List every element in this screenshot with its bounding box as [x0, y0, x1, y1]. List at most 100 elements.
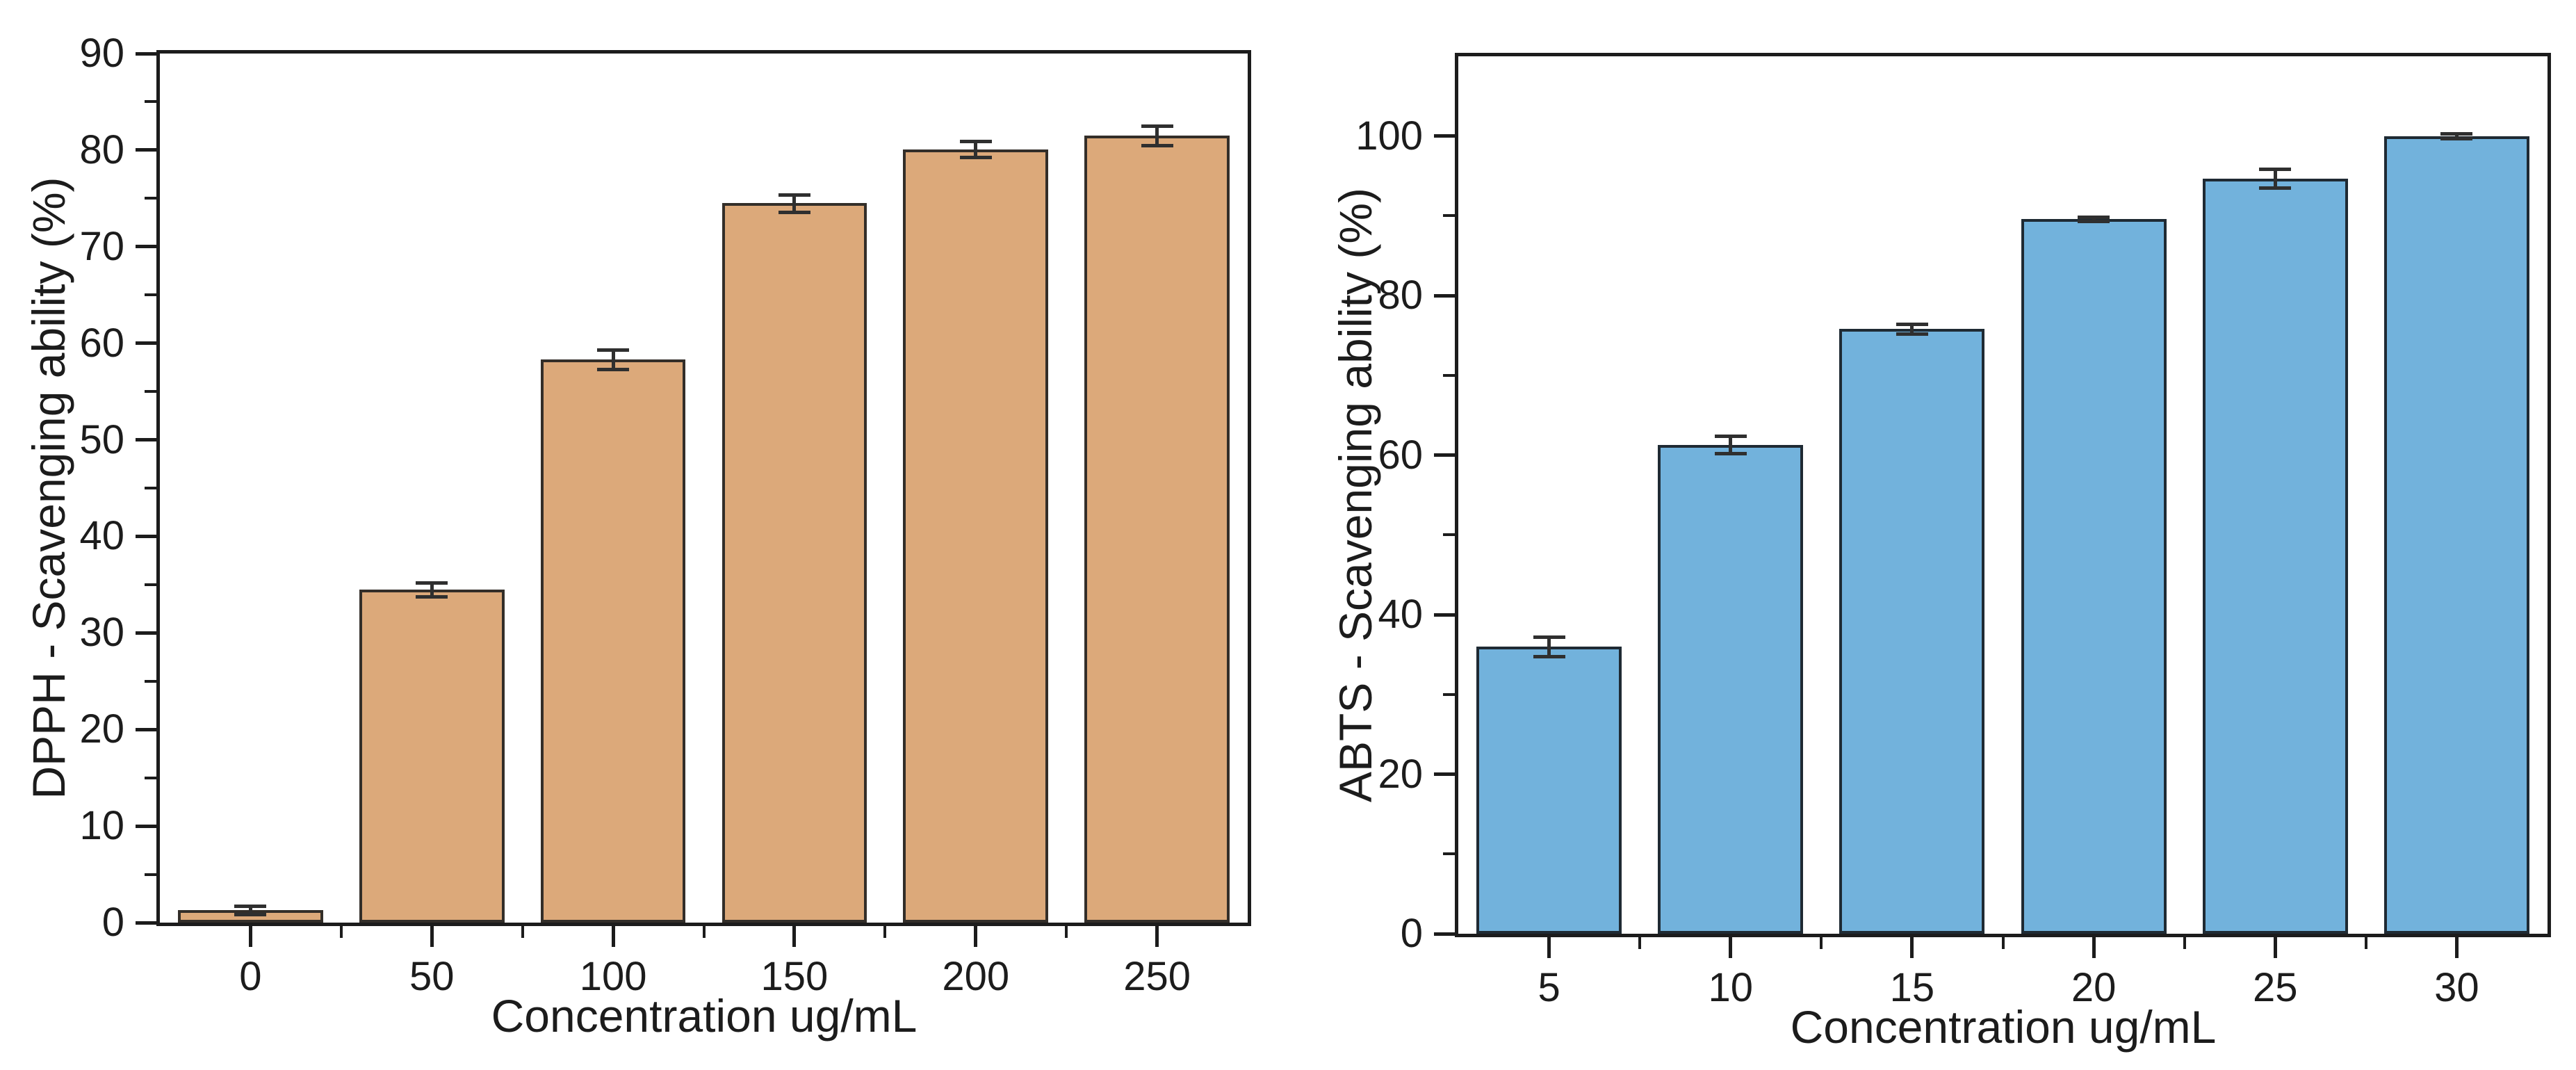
y-axis-tick: [1434, 453, 1455, 457]
y-axis-minor-tick: [145, 776, 156, 779]
x-axis-minor-tick: [702, 926, 706, 938]
dpph-x-axis-title: Concentration ug/mL: [491, 990, 918, 1041]
error-bar-cap: [234, 912, 267, 916]
error-bar: [2273, 168, 2277, 188]
y-tick-label: 20: [1378, 751, 1423, 797]
error-bar: [792, 194, 797, 212]
y-tick-label: 10: [79, 803, 124, 849]
y-axis-tick: [136, 921, 156, 925]
error-bar-cap: [778, 210, 810, 214]
bar: [540, 359, 686, 923]
error-bar-cap: [959, 140, 992, 144]
error-bar-cap: [234, 905, 267, 909]
error-bar-cap: [959, 155, 992, 159]
y-axis-tick: [136, 51, 156, 56]
bar: [359, 589, 505, 923]
bar: [1084, 136, 1230, 923]
x-axis-minor-tick: [883, 926, 887, 938]
x-axis-tick: [792, 926, 797, 947]
error-bar-cap: [1896, 332, 1928, 337]
y-tick-label: 60: [1378, 432, 1423, 478]
y-tick-label: 100: [1355, 113, 1423, 159]
y-tick-label: 80: [1378, 273, 1423, 318]
x-tick-label: 200: [942, 954, 1010, 999]
y-tick-label: 80: [79, 127, 124, 172]
y-axis-tick: [1434, 772, 1455, 777]
error-bar-cap: [597, 348, 630, 352]
y-tick-label: 30: [79, 610, 124, 656]
x-axis-tick: [1910, 937, 1914, 958]
error-bar: [1729, 436, 1733, 454]
x-axis-tick: [2273, 937, 2277, 958]
error-bar: [248, 906, 252, 914]
bar: [2021, 219, 2167, 934]
x-tick-label: 5: [1538, 965, 1560, 1010]
x-tick-label: 0: [239, 954, 262, 999]
abts-x-axis-title: Concentration ug/mL: [1790, 1001, 2217, 1053]
x-tick-label: 100: [579, 954, 647, 999]
error-bar-cap: [1896, 323, 1928, 327]
x-axis-tick: [974, 926, 978, 947]
error-bar-cap: [2078, 215, 2110, 219]
y-axis-minor-tick: [1443, 373, 1455, 377]
y-tick-label: 0: [101, 900, 124, 945]
error-bar: [430, 583, 434, 597]
bar: [903, 149, 1049, 923]
error-bar-cap: [2078, 220, 2110, 224]
x-axis-tick: [430, 926, 434, 947]
error-bar-cap: [778, 193, 810, 197]
x-tick-label: 15: [1889, 965, 1935, 1010]
dpph-y-axis-title: DPPH - Scavenging ability (%): [23, 177, 74, 800]
error-bar-cap: [597, 368, 630, 372]
y-tick-label: 40: [79, 513, 124, 559]
y-axis-minor-tick: [145, 679, 156, 683]
x-tick-label: 150: [760, 954, 829, 999]
bar: [1476, 646, 1622, 934]
y-tick-label: 0: [1400, 911, 1423, 956]
x-axis-tick: [1155, 926, 1159, 947]
abts-plot-area: [1455, 53, 2551, 937]
error-bar-cap: [2259, 167, 2292, 171]
x-axis-tick: [248, 926, 252, 947]
bar: [2202, 178, 2348, 934]
error-bar: [1155, 126, 1159, 145]
y-axis-tick: [136, 824, 156, 828]
x-axis-minor-tick: [339, 926, 343, 938]
y-axis-tick: [136, 341, 156, 346]
y-axis-tick: [136, 148, 156, 152]
y-axis-tick: [136, 631, 156, 635]
error-bar-cap: [2440, 132, 2473, 136]
error-bar-cap: [1714, 435, 1747, 439]
x-tick-label: 30: [2434, 965, 2479, 1010]
y-tick-label: 50: [79, 416, 124, 462]
y-axis-tick: [1434, 613, 1455, 617]
x-axis-tick: [2454, 937, 2459, 958]
y-axis-minor-tick: [145, 293, 156, 297]
y-axis-tick: [1434, 293, 1455, 298]
x-axis-minor-tick: [521, 926, 524, 938]
x-axis-minor-tick: [2001, 937, 2005, 949]
x-axis-minor-tick: [2183, 937, 2186, 949]
x-axis-tick: [1729, 937, 1733, 958]
bar: [1839, 329, 1985, 934]
x-tick-label: 25: [2252, 965, 2298, 1010]
y-axis-minor-tick: [1443, 852, 1455, 856]
y-axis-tick: [136, 245, 156, 249]
y-axis-tick: [136, 438, 156, 442]
error-bar: [611, 350, 615, 370]
y-tick-label: 60: [79, 320, 124, 366]
x-axis-minor-tick: [1820, 937, 1823, 949]
y-axis-tick: [1434, 134, 1455, 138]
y-tick-label: 40: [1378, 592, 1423, 638]
error-bar-cap: [1141, 124, 1173, 129]
x-tick-label: 250: [1123, 954, 1191, 999]
y-axis-minor-tick: [1443, 214, 1455, 218]
y-axis-minor-tick: [145, 197, 156, 200]
error-bar-cap: [1141, 143, 1173, 147]
error-bar-cap: [1533, 654, 1565, 658]
x-axis-tick: [1547, 937, 1551, 958]
bar: [2383, 136, 2529, 934]
y-axis-minor-tick: [145, 100, 156, 104]
error-bar-cap: [2440, 137, 2473, 141]
x-axis-tick: [2092, 937, 2096, 958]
